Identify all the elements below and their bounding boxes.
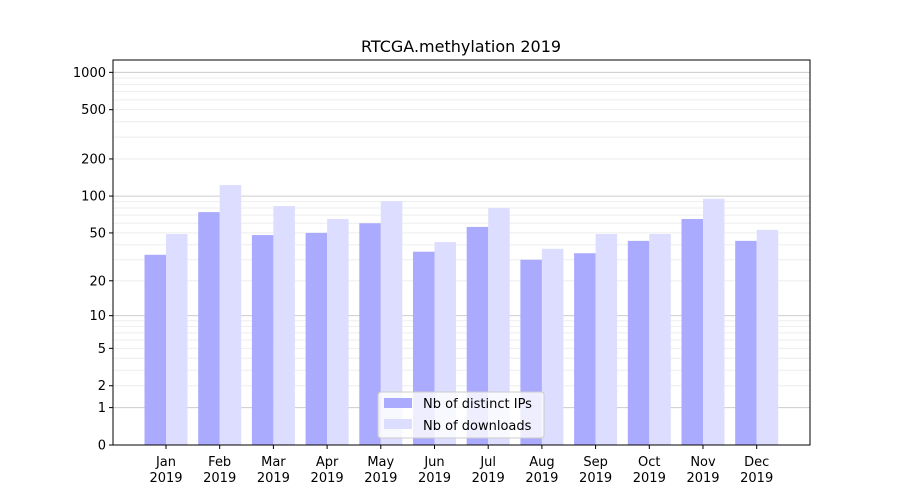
bar-distinct-ips <box>574 253 596 445</box>
x-tick-label: Feb 2019 <box>203 455 236 486</box>
x-tick-label: Mar 2019 <box>257 455 290 486</box>
bar-downloads <box>756 229 779 445</box>
bar-distinct-ips <box>144 254 166 445</box>
bar-downloads <box>327 219 349 445</box>
bar-distinct-ips <box>305 232 328 445</box>
bar-downloads <box>219 184 242 446</box>
legend: Nb of distinct IPs Nb of downloads <box>377 391 545 439</box>
bar-downloads <box>488 207 510 445</box>
bar-downloads <box>273 206 295 445</box>
legend-label-downloads: Nb of downloads <box>423 419 532 434</box>
bar-downloads <box>703 198 725 445</box>
chart-title: RTCGA.methylation 2019 <box>361 37 561 56</box>
y-tick-label: 1 <box>98 401 106 416</box>
bar-downloads <box>166 233 188 445</box>
x-axis: Jan 2019 Feb 2019 Mar 2019 Apr 2019 May 2019 Jun 20… <box>149 445 773 486</box>
x-tick-label: Dec 2019 <box>740 455 773 486</box>
legend-frame <box>377 391 545 439</box>
y-tick-label: 5 <box>98 342 106 357</box>
y-tick-label: 10 <box>89 309 106 324</box>
y-axis: 0 1 2 5 10 20 50 100 200 500 1000 <box>73 66 113 454</box>
x-tick-label: Aug 2019 <box>525 455 558 486</box>
bar-distinct-ips <box>251 235 274 445</box>
bar-distinct-ips <box>198 212 220 445</box>
y-tick-label: 500 <box>81 103 106 118</box>
y-tick-label: 50 <box>89 226 106 241</box>
bar-downloads <box>541 248 564 445</box>
legend-label-ips: Nb of distinct IPs <box>423 397 532 412</box>
bar-distinct-ips <box>735 240 757 445</box>
legend-swatch-downloads <box>384 419 412 429</box>
x-tick-label: Jan 2019 <box>149 455 182 486</box>
bar-distinct-ips <box>627 240 650 445</box>
x-tick-label: Jul 2019 <box>472 455 505 486</box>
bar-distinct-ips <box>359 223 381 445</box>
y-tick-label: 100 <box>81 190 106 205</box>
bar-downloads <box>380 201 403 445</box>
x-tick-label: Jun 2019 <box>418 455 451 486</box>
legend-swatch-ips <box>384 398 412 408</box>
bar-distinct-ips <box>681 219 703 445</box>
x-tick-label: Nov 2019 <box>686 455 719 486</box>
x-tick-label: May 2019 <box>364 455 397 486</box>
y-tick-label: 200 <box>81 152 106 167</box>
bars <box>144 184 779 446</box>
x-tick-label: Sep 2019 <box>579 455 612 486</box>
bar-distinct-ips <box>466 226 489 445</box>
bar-downloads <box>649 233 671 445</box>
y-tick-label: 2 <box>98 379 106 394</box>
bar-downloads <box>595 233 618 445</box>
y-tick-label: 0 <box>98 439 106 454</box>
plot-frame <box>112 59 811 446</box>
y-tick-label: 20 <box>89 274 106 289</box>
x-tick-label: Apr 2019 <box>311 455 344 486</box>
y-tick-label: 1000 <box>73 66 106 81</box>
x-tick-label: Oct 2019 <box>633 455 666 486</box>
